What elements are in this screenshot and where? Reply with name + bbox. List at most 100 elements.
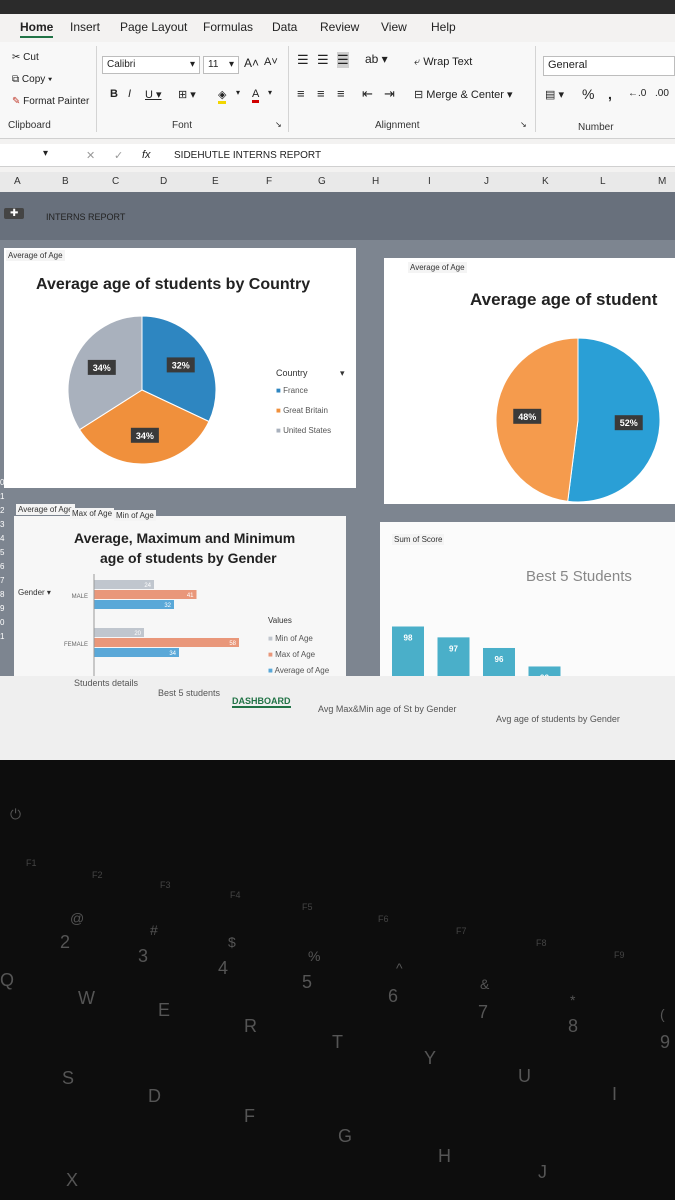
pivot-field-tag[interactable]: Max of Age <box>70 508 115 519</box>
dialog-launcher-icon[interactable]: ↘ <box>520 120 527 129</box>
pivot-field-tag[interactable]: Average of Age <box>408 262 467 273</box>
country-pie-card[interactable]: Average of Age Average age of students b… <box>4 248 356 488</box>
key-f1[interactable]: F1 <box>26 858 37 868</box>
italic-button[interactable]: I <box>128 88 132 100</box>
accounting-format-icon[interactable]: ▤ ▾ <box>545 89 564 101</box>
align-bottom-icon[interactable]: ☰ <box>337 52 349 68</box>
key-f8[interactable]: F8 <box>536 938 547 948</box>
tab-page-layout[interactable]: Page Layout <box>120 20 188 34</box>
column-header[interactable]: D <box>160 176 168 187</box>
sheet-tab-students-details[interactable]: Students details <box>74 678 139 688</box>
column-header[interactable]: J <box>484 176 489 187</box>
key-u[interactable]: U <box>518 1066 531 1086</box>
gender-pie-card[interactable]: Average of Age Average age of student 52… <box>384 258 675 504</box>
column-header[interactable]: F <box>266 176 273 187</box>
key-symbol[interactable]: ^ <box>396 960 403 976</box>
key-h[interactable]: H <box>438 1146 451 1166</box>
key-8[interactable]: 8 <box>568 1016 579 1036</box>
tab-review[interactable]: Review <box>320 20 360 34</box>
key-4[interactable]: 4 <box>218 958 229 978</box>
gender-bar-card[interactable]: Average of Age Max of Age Min of Age Ave… <box>14 504 346 684</box>
number-format-select[interactable]: General <box>543 56 675 76</box>
wrap-text-button[interactable]: ⤶ Wrap Text <box>414 56 472 69</box>
column-header[interactable]: B <box>62 176 69 187</box>
cancel-icon[interactable]: ✕ <box>86 150 96 162</box>
key-j[interactable]: J <box>538 1162 547 1182</box>
key-f5[interactable]: F5 <box>302 902 313 912</box>
key-g[interactable]: G <box>338 1126 353 1146</box>
key-symbol[interactable]: @ <box>70 910 85 926</box>
tab-home[interactable]: Home <box>20 20 54 38</box>
legend-title[interactable]: Country ▾ <box>276 368 345 379</box>
dialog-launcher-icon[interactable]: ↘ <box>275 120 282 129</box>
font-color-icon[interactable]: A <box>252 88 260 103</box>
percent-style-icon[interactable]: % <box>582 86 595 102</box>
tab-insert[interactable]: Insert <box>70 20 101 34</box>
increase-decimal-icon[interactable]: ←.0 <box>628 88 647 99</box>
key-r[interactable]: R <box>244 1016 257 1036</box>
key-q[interactable]: Q <box>0 970 15 990</box>
tab-data[interactable]: Data <box>272 20 298 34</box>
font-size-select[interactable]: 11 ▾ <box>203 56 239 74</box>
key-x[interactable]: X <box>66 1170 79 1190</box>
column-header[interactable]: E <box>212 176 219 187</box>
column-header[interactable]: M <box>658 176 667 187</box>
key-e[interactable]: E <box>158 1000 171 1020</box>
column-header[interactable]: H <box>372 176 380 187</box>
pivot-field-tag[interactable]: Sum of Score <box>392 534 445 545</box>
key-symbol[interactable]: % <box>308 948 321 964</box>
formula-input[interactable]: SIDEHUTLE INTERNS REPORT <box>174 150 322 161</box>
key-f[interactable]: F <box>244 1106 255 1126</box>
cut-button[interactable]: ✂ Cut <box>12 52 39 63</box>
decrease-decimal-icon[interactable]: .00 <box>655 88 669 99</box>
key-symbol[interactable]: $ <box>228 934 236 950</box>
column-header[interactable]: K <box>542 176 549 187</box>
key-i[interactable]: I <box>612 1084 618 1104</box>
tab-help[interactable]: Help <box>431 20 456 34</box>
expand-icon[interactable]: ✚ <box>4 208 25 219</box>
key-f4[interactable]: F4 <box>230 890 241 900</box>
column-header[interactable]: L <box>600 176 606 187</box>
comma-style-icon[interactable]: , <box>608 86 612 102</box>
key-d[interactable]: D <box>148 1086 161 1106</box>
key-f6[interactable]: F6 <box>378 914 389 924</box>
font-name-select[interactable]: Calibri ▾ <box>102 56 200 74</box>
column-header[interactable]: C <box>112 176 120 187</box>
key-symbol[interactable]: # <box>150 922 158 938</box>
pivot-field-tag[interactable]: Average of Age <box>6 250 65 261</box>
format-painter-button[interactable]: ✎ Format Painter <box>12 96 89 107</box>
underline-button[interactable]: U ▾ <box>145 89 162 101</box>
align-right-icon[interactable]: ≡ <box>337 86 345 101</box>
key-f2[interactable]: F2 <box>92 870 103 880</box>
chevron-down-icon[interactable]: ▾ <box>268 88 273 97</box>
key-symbol[interactable]: & <box>480 976 490 992</box>
key-5[interactable]: 5 <box>302 972 313 992</box>
pivot-field-tag[interactable]: Min of Age <box>114 510 156 521</box>
copy-button[interactable]: ⧉ Copy ▾ <box>12 74 53 85</box>
sheet-tab-dashboard[interactable]: DASHBOARD <box>232 696 291 708</box>
sheet-tab-avg-age-gender[interactable]: Avg age of students by Gender <box>496 714 620 724</box>
tab-view[interactable]: View <box>381 20 407 34</box>
power-icon[interactable]: ⏻ <box>10 806 22 822</box>
name-box[interactable]: ▾ <box>0 146 52 164</box>
align-left-icon[interactable]: ≡ <box>297 86 305 101</box>
column-header[interactable]: A <box>14 176 21 187</box>
orientation-icon[interactable]: ab ▾ <box>365 52 388 66</box>
column-header[interactable]: G <box>318 176 326 187</box>
column-header[interactable]: I <box>428 176 431 187</box>
shrink-font-icon[interactable]: A˅ <box>264 56 278 68</box>
enter-icon[interactable]: ✓ <box>114 150 124 162</box>
borders-icon[interactable]: ⊞ ▾ <box>178 89 196 101</box>
function-icon[interactable]: fx <box>142 149 151 161</box>
sheet-tab-best-students[interactable]: Best 5 students <box>158 688 221 698</box>
key-6[interactable]: 6 <box>388 986 399 1006</box>
key-s[interactable]: S <box>62 1068 75 1088</box>
key-symbol[interactable]: ( <box>660 1006 665 1022</box>
axis-field-button[interactable]: Gender ▾ <box>18 588 51 597</box>
key-f9[interactable]: F9 <box>614 950 625 960</box>
align-middle-icon[interactable]: ☰ <box>317 52 329 67</box>
key-symbol[interactable]: * <box>570 992 576 1008</box>
key-t[interactable]: T <box>332 1032 343 1052</box>
bold-button[interactable]: B <box>110 88 118 100</box>
key-7[interactable]: 7 <box>478 1002 489 1022</box>
